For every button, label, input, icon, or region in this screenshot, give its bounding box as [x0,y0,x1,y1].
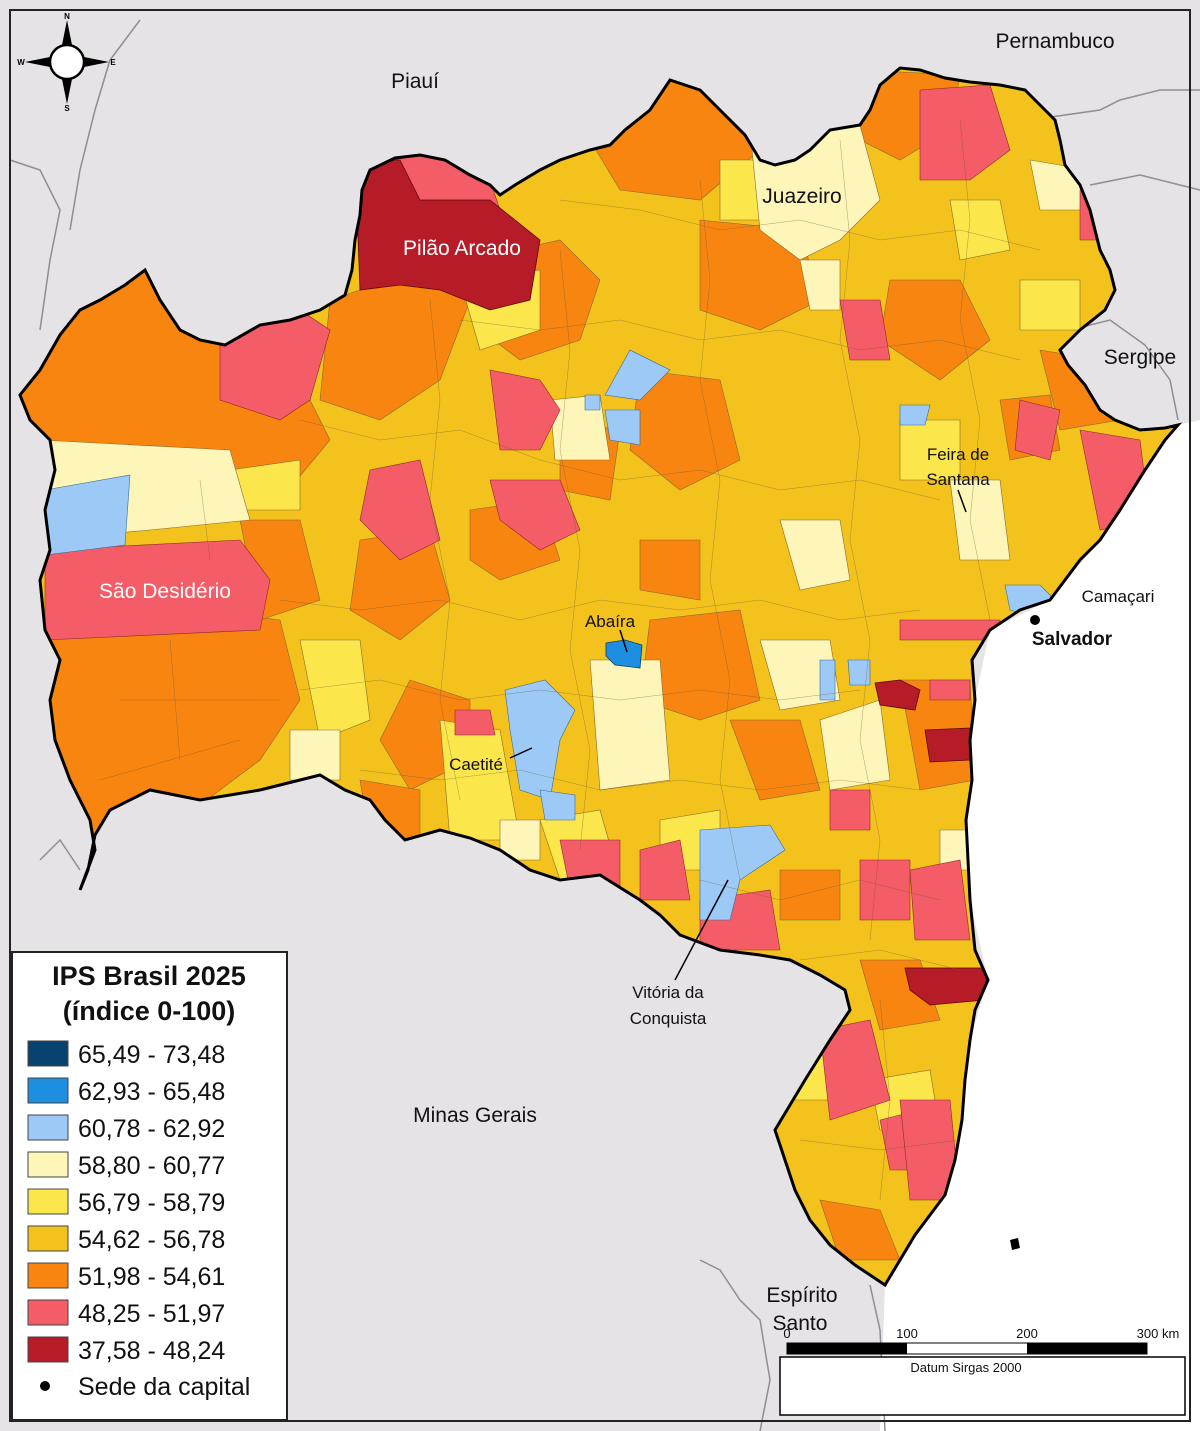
scale-datum: Datum Sirgas 2000 [910,1360,1021,1375]
legend-label-4: 56,79 - 58,79 [78,1189,225,1217]
scale-tick-300: 300 km [1137,1326,1180,1341]
label-minas-gerais: Minas Gerais [413,1104,537,1127]
scale-tick-100: 100 [896,1326,918,1341]
legend-label-3: 58,80 - 60,77 [78,1152,225,1180]
label-pernambuco: Pernambuco [995,30,1114,53]
legend-title: IPS Brasil 2025 [52,961,246,991]
bahia-state-border [18,66,1183,1288]
label-sergipe: Sergipe [1104,346,1176,369]
class-60-78-62-92 [44,349,1056,921]
legend-label-0: 65,49 - 73,48 [78,1041,225,1069]
class-56-79-58-79 [229,159,1081,1131]
label-abaira: Abaíra [585,612,636,631]
label-caetite: Caetité [449,755,503,774]
label-espirito-santo-line1: Espírito [766,1284,837,1307]
label-vitoria-line2: Conquista [630,1009,707,1028]
label-sao-desiderio: São Desidério [99,580,231,603]
legend-label-6: 51,98 - 54,61 [78,1263,225,1291]
leader-vitoria [674,879,729,981]
legend-label-2: 60,78 - 62,92 [78,1115,225,1143]
class-48-25-51-97 [44,84,1151,1201]
legend: IPS Brasil 2025 (índice 0-100) 65,49 - 7… [11,951,288,1421]
label-vitoria-line1: Vitória da [632,983,704,1002]
leader-caetite [509,747,533,759]
legend-swatch-8 [27,1336,69,1363]
leader-abaira [619,629,628,653]
class-37-58-48-24 [354,159,991,1006]
compass-e: E [110,58,116,67]
legend-swatch-7 [27,1299,69,1326]
legend-label-1: 62,93 - 65,48 [78,1078,225,1106]
legend-swatch-2 [27,1114,69,1141]
compass-w: W [17,58,25,67]
legend-label-8: 37,58 - 48,24 [78,1337,225,1365]
label-salvador: Salvador [1032,629,1113,650]
label-feira-line2: Santana [926,470,990,489]
legend-swatch-1 [27,1077,69,1104]
legend-swatch-6 [27,1262,69,1289]
label-camacari: Camaçari [1082,587,1155,606]
scale-tick-200: 200 [1016,1326,1038,1341]
legend-label-7: 48,25 - 51,97 [78,1300,225,1328]
atlantic-ocean [880,420,1200,1431]
map-frame [9,9,1191,1422]
legend-subtitle: (índice 0-100) [63,996,236,1026]
legend-swatch-4 [27,1188,69,1215]
neighbor-borders [9,19,1200,1431]
capital-marker-salvador [1030,615,1040,625]
scale-tick-0: 0 [783,1326,790,1341]
north-arrow-icon: N S E W [17,12,116,113]
legend-swatch-0 [27,1040,69,1067]
municipal-boundaries [99,119,1041,1201]
class-62-93-65-48 [605,639,643,669]
label-piaui: Piauí [391,70,439,93]
legend-capital-label: Sede da capital [78,1373,250,1401]
legend-swatch-5 [27,1225,69,1252]
legend-capital-marker [40,1381,50,1391]
legend-items: 65,49 - 73,48 62,93 - 65,48 60,78 - 62,92 5… [27,1040,225,1365]
legend-label-5: 54,62 - 56,78 [78,1226,225,1254]
compass-n: N [64,12,70,21]
leader-feira [957,489,967,513]
compass-s: S [64,104,70,113]
legend-swatch-3 [27,1151,69,1178]
label-feira-line1: Feira de [927,445,989,464]
label-espirito-santo-line2: Santo [773,1312,828,1335]
scale-bar: 0 100 200 300 km Datum Sirgas 2000 [779,1326,1186,1416]
label-pilao-arcado: Pilão Arcado [403,237,521,260]
label-juazeiro: Juazeiro [762,185,841,208]
island [1010,1238,1020,1250]
